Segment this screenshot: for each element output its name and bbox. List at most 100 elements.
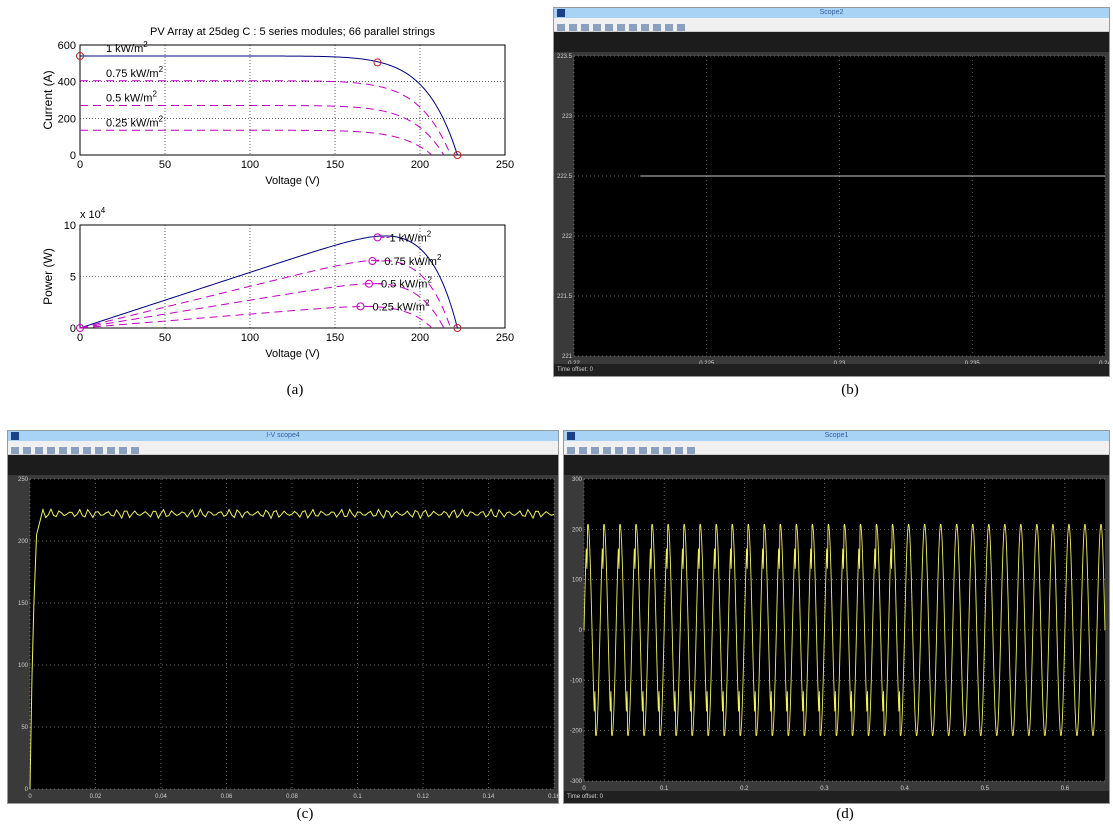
autoscale-icon[interactable] (627, 447, 635, 454)
save-axes-icon[interactable] (639, 447, 647, 454)
params-icon[interactable] (569, 24, 577, 31)
y-axis-label: Current (A) (41, 70, 55, 129)
y-multiplier: x 104 (80, 206, 106, 221)
x-tick-label: 0.23 (834, 361, 846, 364)
y-tick-label: 100 (18, 663, 29, 669)
chart-title: PV Array at 25deg C : 5 series modules; … (150, 26, 435, 38)
signal-trace (29, 507, 555, 790)
y-tick-label: 200 (572, 527, 583, 533)
restore-axes-icon[interactable] (651, 447, 659, 454)
label-d: (d) (836, 806, 854, 822)
zoom-icon[interactable] (581, 24, 589, 31)
scope2-titlebar: Scope2 (554, 8, 1109, 18)
scope4-titlebar: I-V scope4 (8, 431, 558, 441)
time-offset: Time offset: 0 (557, 367, 594, 373)
y-tick-label: 223 (562, 114, 573, 120)
zoom-x-icon[interactable] (603, 447, 611, 454)
y-tick-label: -100 (570, 678, 583, 684)
restore-axes-icon[interactable] (641, 24, 649, 31)
save-axes-icon[interactable] (83, 447, 91, 454)
voc-marker (453, 151, 462, 159)
series-label: 0.5 kW/m2 (106, 90, 157, 105)
x-tick-label: 0 (77, 332, 83, 344)
y-tick-label: 600 (58, 40, 76, 52)
y-tick-label: 200 (18, 539, 29, 545)
series-label: 1 kW/m2 (390, 229, 432, 244)
lock-icon[interactable] (675, 447, 683, 454)
zoom-icon[interactable] (591, 447, 599, 454)
x-tick-label: 0.08 (286, 794, 298, 800)
iv-series-line (80, 105, 445, 156)
iv-curve-plot: PV Array at 25deg C : 5 series modules; … (41, 26, 514, 187)
scope4-toolbar (8, 441, 558, 455)
x-tick-label: 0.1 (660, 786, 669, 791)
x-tick-label: 0.2 (740, 786, 749, 791)
series-label: 0.75 kW/m2 (106, 65, 164, 80)
pv-series-line (79, 283, 445, 329)
scope2-title: Scope2 (819, 9, 844, 16)
signal-select-icon[interactable] (131, 447, 139, 454)
mpp-marker (356, 302, 365, 311)
save-axes-icon[interactable] (629, 24, 637, 31)
y-tick-label: 222 (562, 234, 573, 240)
params-icon[interactable] (23, 447, 31, 454)
zoom-icon[interactable] (35, 447, 43, 454)
y-tick-label: 200 (58, 113, 76, 125)
zoom-y-icon[interactable] (615, 447, 623, 454)
lock-icon[interactable] (665, 24, 673, 31)
autoscale-icon[interactable] (71, 447, 79, 454)
params-icon[interactable] (579, 447, 587, 454)
signal-select-icon[interactable] (677, 24, 685, 31)
label-c: (c) (296, 806, 314, 822)
y-tick-label: 221.5 (557, 294, 573, 300)
mpp-marker (368, 257, 377, 266)
series-label: 0.25 kW/m2 (373, 298, 431, 313)
y-tick-label: 0 (70, 323, 76, 335)
x-tick-label: 150 (326, 332, 344, 344)
print-icon[interactable] (557, 24, 565, 31)
y-tick-label: 222.5 (557, 174, 573, 180)
floating-icon[interactable] (653, 24, 661, 31)
zoom-y-icon[interactable] (59, 447, 67, 454)
zoom-x-icon[interactable] (47, 447, 55, 454)
label-b: (b) (841, 382, 859, 398)
x-tick-label: 250 (496, 159, 514, 171)
autoscale-icon[interactable] (617, 24, 625, 31)
x-tick-label: 0.4 (900, 786, 909, 791)
x-tick-label: 0.235 (965, 361, 981, 364)
scope1-toolbar (564, 441, 1109, 455)
pv-series-line (79, 259, 452, 329)
scope-plot-area (574, 56, 1105, 356)
floating-icon[interactable] (663, 447, 671, 454)
time-offset: Time offset: 0 (567, 794, 604, 800)
scope2-toolbar (554, 18, 1109, 32)
series-label: 1 kW/m2 (106, 40, 148, 55)
mpp-marker (373, 233, 382, 242)
zoom-x-icon[interactable] (593, 24, 601, 31)
x-tick-label: 0.14 (483, 794, 495, 800)
matlab-icon (11, 432, 19, 440)
signal-select-icon[interactable] (687, 447, 695, 454)
restore-axes-icon[interactable] (95, 447, 103, 454)
floating-icon[interactable] (107, 447, 115, 454)
scope1-plot: 0 0.1 0.2 0.3 0.4 0.5 0.6 -300 -200 -100 0 100 200 30… (564, 475, 1109, 791)
y-tick-label: 50 (21, 725, 28, 731)
pv-series-line (79, 235, 458, 329)
x-tick-label: 0.04 (155, 794, 167, 800)
x-tick-label: 0.6 (1061, 786, 1070, 791)
lock-icon[interactable] (119, 447, 127, 454)
origin-marker (76, 324, 84, 332)
x-tick-label: 200 (411, 332, 429, 344)
y-tick-label: 10 (64, 220, 76, 232)
x-tick-label: 0.5 (981, 786, 990, 791)
x-tick-label: 0.225 (699, 361, 715, 364)
signal-trace (583, 524, 1106, 736)
zoom-y-icon[interactable] (605, 24, 613, 31)
iv-series-line (80, 80, 452, 156)
voc-marker (453, 324, 462, 332)
print-icon[interactable] (567, 447, 575, 454)
panel-a: PV Array at 25deg C : 5 series modules; … (41, 26, 514, 360)
y-tick-label: 0 (25, 787, 29, 793)
y-axis-label: Power (W) (41, 248, 55, 305)
print-icon[interactable] (11, 447, 19, 454)
